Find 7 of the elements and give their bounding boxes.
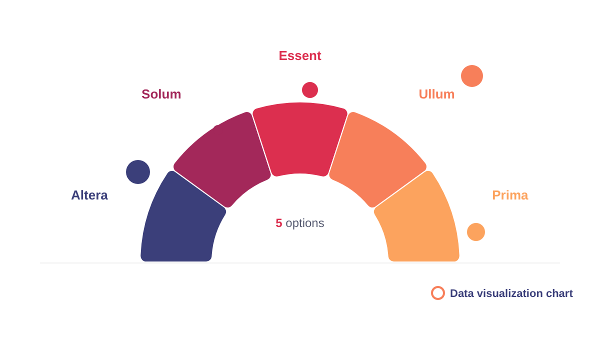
slice-label: Altera: [71, 188, 109, 203]
slice-label: Ullum: [418, 86, 455, 102]
slice-label: Prima: [492, 188, 530, 203]
text: 5 options: [276, 216, 324, 230]
slice-label: Solum: [142, 86, 182, 102]
text: Data visualization chart: [450, 288, 574, 300]
slice-label: Essent: [278, 48, 322, 63]
